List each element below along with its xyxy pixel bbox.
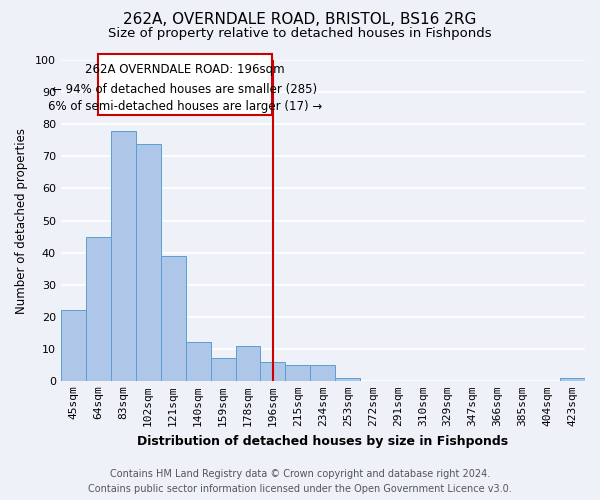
Bar bbox=[260, 362, 286, 381]
Y-axis label: Number of detached properties: Number of detached properties bbox=[15, 128, 28, 314]
Bar bbox=[286, 365, 310, 381]
Bar bbox=[185, 342, 211, 381]
Bar bbox=[136, 144, 161, 381]
Bar bbox=[61, 310, 86, 381]
Bar bbox=[310, 365, 335, 381]
Bar bbox=[111, 130, 136, 381]
Text: ← 94% of detached houses are smaller (285): ← 94% of detached houses are smaller (28… bbox=[52, 82, 317, 96]
Bar bbox=[560, 378, 585, 381]
Bar bbox=[211, 358, 236, 381]
Text: 262A OVERNDALE ROAD: 196sqm: 262A OVERNDALE ROAD: 196sqm bbox=[85, 64, 285, 76]
Text: 262A, OVERNDALE ROAD, BRISTOL, BS16 2RG: 262A, OVERNDALE ROAD, BRISTOL, BS16 2RG bbox=[124, 12, 476, 28]
Bar bbox=[86, 236, 111, 381]
Text: 6% of semi-detached houses are larger (17) →: 6% of semi-detached houses are larger (1… bbox=[48, 100, 322, 113]
FancyBboxPatch shape bbox=[98, 54, 272, 114]
Bar bbox=[236, 346, 260, 381]
Text: Size of property relative to detached houses in Fishponds: Size of property relative to detached ho… bbox=[108, 28, 492, 40]
X-axis label: Distribution of detached houses by size in Fishponds: Distribution of detached houses by size … bbox=[137, 434, 508, 448]
Bar bbox=[335, 378, 361, 381]
Text: Contains HM Land Registry data © Crown copyright and database right 2024.
Contai: Contains HM Land Registry data © Crown c… bbox=[88, 469, 512, 494]
Bar bbox=[161, 256, 185, 381]
